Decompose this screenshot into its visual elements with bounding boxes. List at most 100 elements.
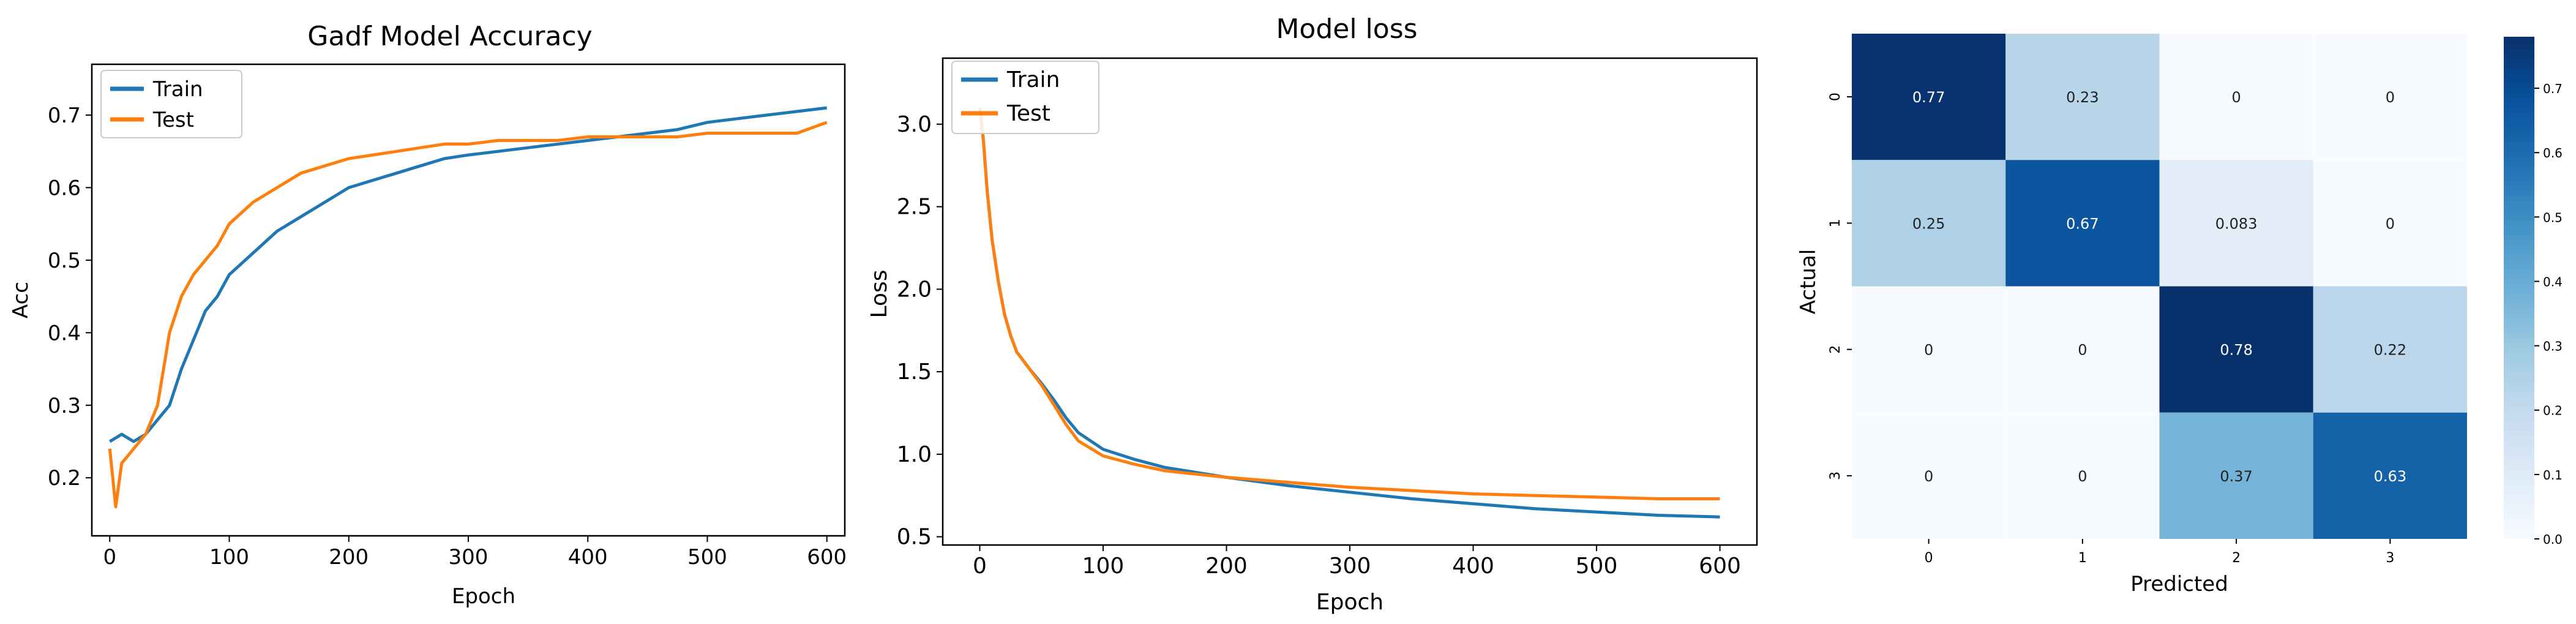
- accuracy-chart: Gadf Model Accuracy 0 100 200 300 400 500 600 …: [9, 21, 847, 609]
- accuracy-y-tick-label: 0.3: [48, 394, 81, 418]
- colorbar-tick-label: 0.6: [2543, 146, 2563, 160]
- colorbar-tick-label: 0.2: [2543, 404, 2563, 418]
- accuracy-y-ticks: 0.2 0.3 0.4 0.5 0.6 0.7: [48, 103, 92, 491]
- loss-y-tick-label: 1.5: [897, 359, 932, 385]
- heatmap-y-label: Actual: [1796, 249, 1821, 315]
- accuracy-line-test: [108, 121, 828, 509]
- heatmap-cell-label: 0: [2078, 468, 2087, 485]
- heatmap-cell: [2005, 160, 2160, 287]
- loss-y-tick-label: 3.0: [897, 112, 932, 137]
- loss-plot-frame: [942, 57, 1758, 546]
- heatmap-cell-label: 0.78: [2220, 342, 2252, 359]
- heatmap-y-tick-label: 2: [1828, 345, 1843, 354]
- colorbar-tick-label: 0.7: [2543, 81, 2563, 96]
- accuracy-y-tick-label: 0.6: [48, 176, 81, 200]
- heatmap-cell-label: 0: [2386, 89, 2395, 106]
- accuracy-x-tick-label: 200: [329, 545, 369, 569]
- loss-legend: Train Test: [951, 61, 1099, 134]
- colorbar-tick-label: 0.4: [2543, 274, 2563, 289]
- accuracy-x-tick-label: 500: [687, 545, 727, 569]
- heatmap-cell: [2005, 286, 2160, 413]
- heatmap-cell: [1852, 34, 2006, 160]
- accuracy-legend-test-label: Test: [152, 108, 194, 132]
- heatmap-cell-label: 0.23: [2066, 89, 2099, 106]
- loss-x-tick-label: 200: [1205, 554, 1248, 579]
- heatmap-cell: [2313, 412, 2467, 539]
- heatmap-x-label: Predicted: [2130, 572, 2228, 596]
- heatmap-cell: [2159, 412, 2313, 539]
- heatmap-y-tick-label: 0: [1828, 92, 1843, 101]
- accuracy-x-tick-label: 400: [568, 545, 608, 569]
- loss-x-tick-label: 500: [1576, 554, 1618, 579]
- loss-x-tick-label: 300: [1329, 554, 1371, 579]
- heatmap-y-tick-label: 3: [1828, 472, 1843, 480]
- accuracy-x-tick-label: 0: [103, 545, 116, 569]
- heatmap-x-tick-label: 2: [2232, 551, 2241, 566]
- accuracy-x-tick-label: 600: [807, 545, 847, 569]
- heatmap-cell-label: 0.22: [2374, 342, 2406, 359]
- heatmap-ticks: 0 1 2 3 0 1 2 3: [1828, 92, 2394, 566]
- accuracy-y-tick-label: 0.7: [48, 103, 81, 128]
- heatmap-cell-label: 0.37: [2220, 468, 2252, 485]
- heatmap-cell-label: 0: [2231, 89, 2241, 106]
- accuracy-lines: [108, 106, 828, 509]
- loss-x-tick-label: 600: [1699, 554, 1741, 579]
- accuracy-y-tick-label: 0.2: [48, 466, 81, 491]
- colorbar-tick-label: 0.0: [2543, 532, 2563, 547]
- accuracy-legend: Train Test: [100, 70, 242, 138]
- accuracy-title: Gadf Model Accuracy: [307, 21, 592, 52]
- loss-lines: [978, 107, 1720, 519]
- accuracy-y-tick-label: 0.5: [48, 249, 81, 273]
- heatmap-x-tick-label: 3: [2386, 551, 2394, 566]
- heatmap-cells: 0.77 0.23 0 0 0.25 0.67 0.083 0 0 0 0.78 0.22 0 0 0.37…: [1852, 34, 2467, 539]
- heatmap-y-tick-label: 1: [1828, 219, 1843, 227]
- loss-y-ticks: 0.5 1.0 1.5 2.0 2.5 3.0: [897, 112, 943, 550]
- heatmap-cell: [2313, 34, 2467, 160]
- heatmap-cell-label: 0.25: [1912, 215, 1945, 232]
- colorbar-ticks: 0.0 0.1 0.2 0.3 0.4 0.5 0.6 0.7: [2534, 81, 2563, 547]
- heatmap-cell-label: 0: [2386, 215, 2395, 232]
- heatmap-cell-label: 0.67: [2066, 215, 2099, 232]
- colorbar-tick-label: 0.3: [2543, 339, 2563, 354]
- loss-legend-train-label: Train: [1006, 67, 1060, 92]
- confusion-matrix-chart: 0.77 0.23 0 00.25 0.67 0.083 00 0 0.78 0.220 0 0.37…: [1796, 34, 2563, 596]
- heatmap-cell-label: 0: [1924, 468, 1933, 485]
- heatmap-cell: [1852, 412, 2006, 539]
- heatmap-cell: [2313, 160, 2467, 287]
- loss-title: Model loss: [1276, 13, 1417, 45]
- heatmap-cell: [1852, 286, 2006, 413]
- heatmap-cell-label: 0: [2078, 342, 2087, 359]
- accuracy-line-train: [109, 106, 828, 443]
- loss-x-tick-label: 100: [1082, 554, 1125, 579]
- heatmap-cell: [2159, 160, 2313, 287]
- accuracy-x-tick-label: 100: [209, 545, 249, 569]
- heatmap-cell-label: 0.083: [2215, 215, 2258, 232]
- heatmap-cell: [2159, 286, 2313, 413]
- colorbar-tick-label: 0.1: [2543, 468, 2563, 483]
- accuracy-x-tick-label: 300: [449, 545, 489, 569]
- accuracy-x-label: Epoch: [452, 584, 515, 609]
- loss-y-tick-label: 1.0: [897, 442, 932, 467]
- accuracy-legend-train-label: Train: [152, 77, 203, 102]
- loss-x-tick-label: 400: [1452, 554, 1494, 579]
- heatmap-cell: [2005, 412, 2160, 539]
- accuracy-x-ticks: 0 100 200 300 400 500 600: [103, 536, 847, 569]
- colorbar-tick-label: 0.5: [2543, 210, 2563, 225]
- heatmap-x-tick-label: 0: [1925, 551, 1933, 566]
- accuracy-y-tick-label: 0.4: [48, 321, 81, 345]
- heatmap-cell: [1852, 160, 2006, 287]
- loss-line-test: [978, 107, 1720, 500]
- loss-y-label: Loss: [867, 270, 892, 318]
- heatmap-cell-label: 0.77: [1912, 89, 1945, 106]
- loss-chart: Model loss 0 100 200 300 400 500 600 0.5 1.0 1.5…: [867, 13, 1758, 615]
- accuracy-y-label: Acc: [9, 282, 33, 318]
- heatmap-cell: [2313, 286, 2467, 413]
- loss-x-label: Epoch: [1316, 590, 1383, 615]
- heatmap-cell-label: 0.63: [2374, 468, 2406, 485]
- loss-y-tick-label: 0.5: [897, 525, 932, 550]
- heatmap-cell-label: 0: [1924, 342, 1933, 359]
- loss-x-ticks: 0 100 200 300 400 500 600: [973, 545, 1741, 579]
- loss-x-tick-label: 0: [973, 554, 987, 579]
- colorbar: [2504, 37, 2534, 539]
